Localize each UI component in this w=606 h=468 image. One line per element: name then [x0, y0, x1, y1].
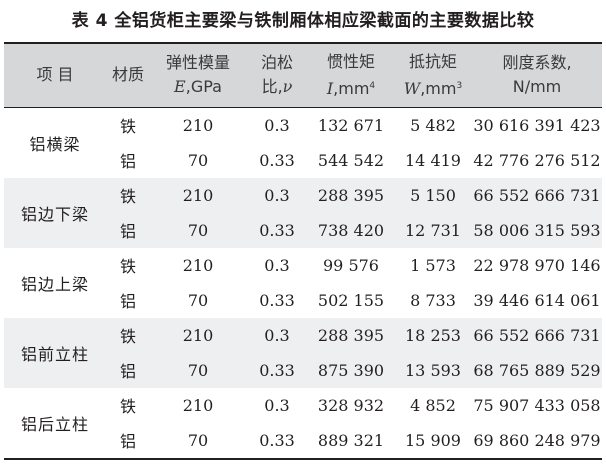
cell-section: 14 419	[405, 150, 461, 170]
cell-inertia: 328 932	[317, 395, 385, 415]
row-group-name: 铝边下梁	[20, 204, 89, 224]
cell-section: 18 253	[405, 325, 461, 345]
cell-material: 铁	[119, 117, 136, 136]
cell-modulus: 210	[182, 115, 214, 135]
cell-section: 12 731	[405, 220, 461, 240]
cell-poisson: 0.3	[264, 185, 290, 205]
cell-inertia: 99 576	[323, 255, 379, 275]
cell-inertia: 875 390	[317, 360, 385, 380]
table-row: 铝 70 0.33 502 155 8 733 39 446 614 061	[4, 283, 602, 318]
table-header: 项 目 材质 弹性模量 E,GPa 泊松 比,ν 惯性矩 I,mm4 抵抗矩 W…	[4, 43, 602, 107]
cell-section: 15 909	[405, 430, 461, 450]
cell-section: 1 573	[410, 255, 456, 275]
table-title: 表 4 全铝货柜主要梁与铁制厢体相应梁截面的主要数据比较	[71, 11, 535, 31]
cell-poisson: 0.3	[264, 395, 290, 415]
cell-poisson: 0.33	[259, 220, 295, 240]
cell-material: 铁	[119, 257, 136, 276]
row-group-name: 铝后立柱	[20, 414, 89, 434]
header-item: 项 目	[36, 65, 74, 85]
cell-material: 铝	[119, 152, 136, 171]
data-table: 项 目 材质 弹性模量 E,GPa 泊松 比,ν 惯性矩 I,mm4 抵抗矩 W…	[4, 42, 602, 460]
cell-modulus: 70	[187, 150, 209, 170]
row-group-name: 铝边上梁	[20, 274, 89, 294]
cell-material: 铝	[119, 432, 136, 451]
cell-poisson: 0.33	[259, 430, 295, 450]
cell-material: 铁	[119, 327, 136, 346]
cell-modulus: 70	[187, 430, 209, 450]
cell-section: 13 593	[405, 360, 461, 380]
table-row: 铝横梁 铁 210 0.3 132 671 5 482 30 616 391 423	[4, 107, 602, 154]
cell-stiffness: 42 776 276 512	[473, 150, 601, 170]
cell-section: 5 150	[410, 185, 456, 205]
cell-stiffness: 22 978 970 146	[473, 255, 601, 275]
cell-stiffness: 58 006 315 593	[473, 220, 601, 240]
header-inertia: 惯性矩 I,mm4	[326, 51, 376, 98]
cell-inertia: 288 395	[317, 185, 385, 205]
cell-poisson: 0.33	[259, 360, 295, 380]
row-group-name: 铝前立柱	[20, 344, 89, 364]
cell-material: 铁	[119, 397, 136, 416]
cell-stiffness: 75 907 433 058	[473, 395, 601, 415]
cell-modulus: 210	[182, 395, 214, 415]
cell-section: 4 852	[410, 395, 456, 415]
cell-poisson: 0.33	[259, 150, 295, 170]
cell-poisson: 0.3	[264, 115, 290, 135]
header-poisson: 泊松 比,ν	[260, 53, 293, 97]
row-group-name: 铝横梁	[29, 134, 81, 154]
cell-material: 铝	[119, 292, 136, 311]
table-body: 铝横梁铁 210 0.3 132 671 5 482 30 616 391 423 铝 70 0…	[4, 107, 602, 459]
cell-section: 5 482	[410, 115, 456, 135]
cell-modulus: 70	[187, 220, 209, 240]
cell-poisson: 0.3	[264, 325, 290, 345]
cell-stiffness: 69 860 248 979	[473, 430, 601, 450]
cell-inertia: 738 420	[317, 220, 385, 240]
cell-modulus: 210	[182, 325, 214, 345]
cell-inertia: 288 395	[317, 325, 385, 345]
cell-material: 铁	[119, 187, 136, 206]
table-row: 铝后立柱 铁 210 0.3 328 932 4 852 75 907 433 058	[4, 388, 602, 434]
table-row: 铝边下梁 铁 210 0.3 288 395 5 150 66 552 666 731	[4, 177, 602, 224]
header-modulus: 弹性模量 E,GPa	[165, 53, 230, 97]
cell-stiffness: 66 552 666 731	[473, 325, 601, 345]
header-material: 材质	[111, 65, 144, 85]
cell-inertia: 889 321	[317, 430, 385, 450]
header-section-modulus: 抵抗矩 W,mm3	[403, 51, 463, 98]
cell-modulus: 210	[182, 255, 214, 275]
cell-material: 铝	[119, 362, 136, 381]
header-stiffness: 刚度系数, N/mm	[502, 53, 572, 97]
cell-modulus: 210	[182, 185, 214, 205]
cell-stiffness: 68 765 889 529	[473, 360, 601, 380]
cell-modulus: 70	[187, 290, 209, 310]
cell-modulus: 70	[187, 360, 209, 380]
cell-stiffness: 66 552 666 731	[473, 185, 601, 205]
cell-material: 铝	[119, 222, 136, 241]
cell-stiffness: 30 616 391 423	[473, 115, 601, 135]
table-row: 铝 70 0.33 544 542 14 419 42 776 276 512	[4, 143, 602, 178]
cell-inertia: 132 671	[317, 115, 385, 135]
table-row: 铝前立柱 铁 210 0.3 288 395 18 253 66 552 666 731	[4, 317, 602, 364]
table-row: 铝边上梁 铁 210 0.3 99 576 1 573 22 978 970 146	[4, 248, 602, 294]
cell-poisson: 0.33	[259, 290, 295, 310]
table-row: 铝 70 0.33 889 321 15 909 69 860 248 979	[4, 423, 602, 459]
cell-poisson: 0.3	[264, 255, 290, 275]
cell-inertia: 544 542	[317, 150, 385, 170]
cell-stiffness: 39 446 614 061	[473, 290, 601, 310]
cell-inertia: 502 155	[317, 290, 385, 310]
cell-section: 8 733	[410, 290, 456, 310]
